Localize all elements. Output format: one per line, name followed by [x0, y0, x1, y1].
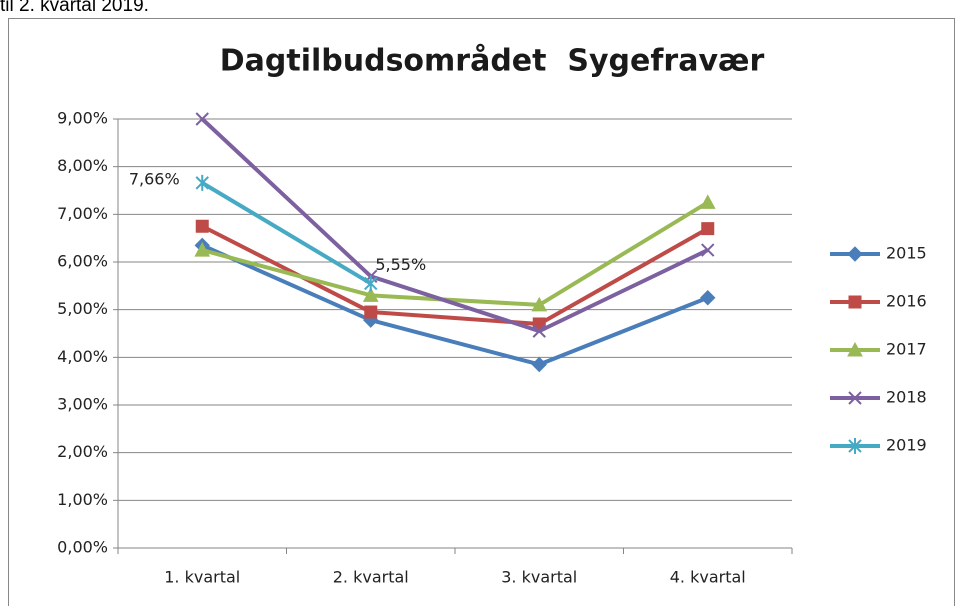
y-tick-label: 0,00% [57, 538, 108, 557]
legend-label: 2016 [886, 292, 927, 311]
legend-marker [847, 246, 863, 262]
x-tick-label: 3. kvartal [501, 568, 577, 587]
data-point [701, 222, 715, 236]
y-tick-label: 6,00% [57, 252, 108, 271]
series-line [201, 181, 372, 286]
y-tick-label: 8,00% [57, 156, 108, 175]
legend-label: 2015 [886, 244, 927, 263]
data-point [195, 219, 209, 233]
y-tick-label: 7,00% [57, 204, 108, 223]
chart-title: Dagtilbudsområdet Sygefravær [220, 43, 765, 79]
legend-label: 2017 [886, 340, 927, 359]
data-point [362, 287, 379, 302]
data-point [194, 242, 211, 257]
y-tick-label: 3,00% [57, 395, 108, 414]
legend-marker [847, 341, 863, 357]
y-tick-label: 5,00% [57, 299, 108, 318]
data-point [364, 275, 378, 292]
legend-marker [848, 295, 862, 309]
y-tick-label: 4,00% [57, 347, 108, 366]
legend-label: 2019 [886, 436, 927, 455]
series-line [201, 200, 709, 307]
caption: til 2. kvartal 2019. [0, 0, 149, 16]
data-point [364, 305, 378, 319]
series-line [200, 117, 709, 334]
x-tick-label: 4. kvartal [670, 568, 746, 587]
data-point [195, 112, 209, 126]
data-point [531, 356, 547, 373]
data-point [700, 290, 716, 306]
legend-marker [848, 438, 862, 454]
data-point [195, 174, 209, 191]
data-label: 7,66% [129, 169, 180, 188]
data-point [701, 243, 715, 257]
x-tick-label: 2. kvartal [333, 568, 409, 587]
series-line [201, 243, 709, 367]
data-point [532, 324, 546, 338]
y-tick-label: 2,00% [57, 442, 108, 461]
legend-label: 2018 [886, 388, 927, 407]
y-tick-label: 1,00% [57, 490, 108, 509]
data-point [531, 296, 548, 312]
series-line [201, 224, 709, 326]
legend-marker [848, 391, 862, 405]
x-tick-label: 1. kvartal [164, 568, 240, 587]
y-tick-label: 9,00% [57, 109, 108, 128]
data-label: 5,55% [375, 255, 426, 274]
data-point [699, 194, 716, 209]
